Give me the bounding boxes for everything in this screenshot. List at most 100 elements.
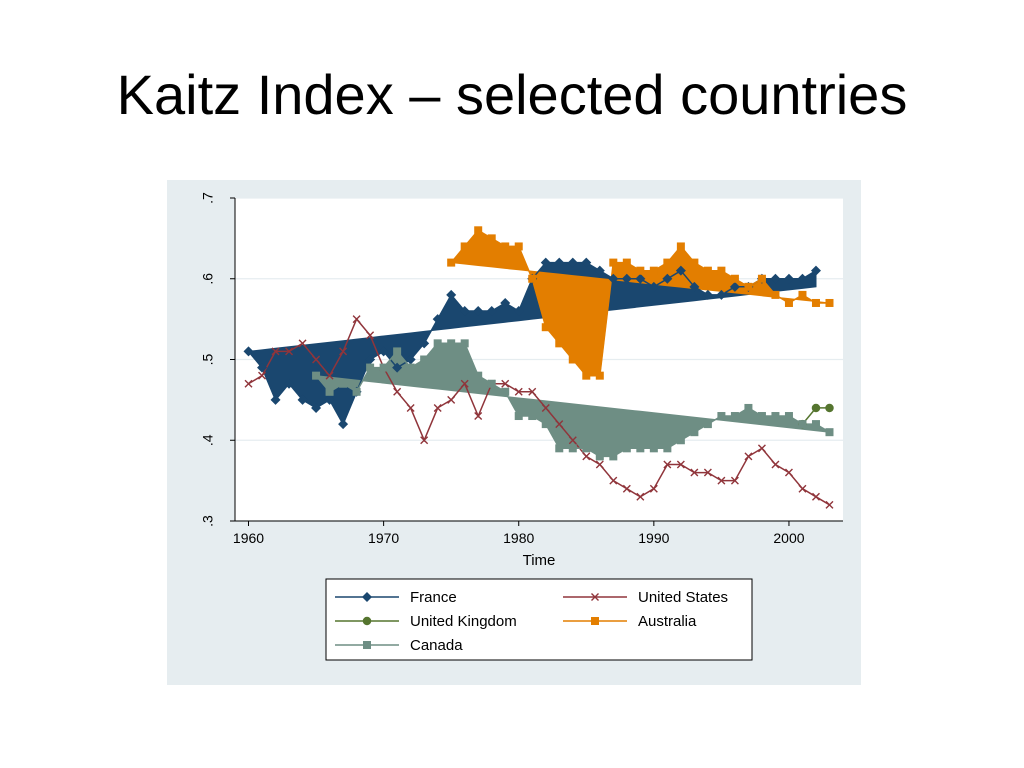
- data-point-canada: [622, 444, 631, 453]
- data-point-canada: [636, 444, 645, 453]
- legend-label-australia: Australia: [638, 613, 697, 630]
- data-point-canada: [757, 412, 766, 421]
- data-point-australia: [636, 266, 645, 275]
- data-point-france: [486, 306, 497, 317]
- data-point-australia: [703, 266, 712, 275]
- data-point-united-states: [541, 403, 550, 412]
- data-point-united-states: [447, 395, 456, 404]
- data-point-australia: [474, 226, 483, 235]
- data-point-australia: [676, 242, 685, 251]
- data-point-canada: [528, 412, 537, 421]
- data-point-france: [405, 354, 416, 365]
- data-point-united-states: [730, 476, 739, 485]
- legend-marker-australia: [591, 617, 599, 625]
- data-point-united-states: [366, 331, 375, 340]
- data-point-australia: [811, 298, 820, 307]
- data-point-united-states: [420, 436, 429, 445]
- legend-label-canada: Canada: [410, 637, 463, 654]
- data-point-united-states: [798, 484, 807, 493]
- data-point-australia: [744, 282, 753, 291]
- data-point-united-states: [393, 387, 402, 396]
- legend-marker-france: [362, 592, 372, 602]
- data-point-united-states: [744, 452, 753, 461]
- data-point-canada: [312, 371, 321, 380]
- y-tick-label: .5: [200, 353, 216, 365]
- data-point-canada: [514, 412, 523, 421]
- legend-marker-canada: [363, 641, 371, 649]
- data-point-united-states: [474, 412, 483, 421]
- x-tick-label: 2000: [773, 530, 804, 546]
- data-point-united-states: [244, 379, 253, 388]
- data-point-canada: [784, 412, 793, 421]
- data-point-canada: [501, 387, 510, 396]
- data-point-france: [432, 314, 443, 325]
- data-point-france: [689, 281, 700, 292]
- data-point-united-states: [460, 379, 469, 388]
- data-point-canada: [595, 452, 604, 461]
- legend: France United States United Kingdom Austral…: [325, 578, 753, 661]
- x-axis-title: Time: [523, 552, 556, 569]
- data-point-france: [554, 257, 565, 268]
- data-point-australia: [460, 242, 469, 251]
- data-point-united-states: [339, 347, 348, 356]
- series-markers: [243, 226, 834, 509]
- data-point-australia: [717, 266, 726, 275]
- data-point-australia: [825, 298, 834, 307]
- data-point-united-states: [555, 420, 564, 429]
- data-point-canada: [811, 420, 820, 429]
- data-point-united-states: [609, 476, 618, 485]
- data-point-france: [297, 394, 308, 405]
- legend-label-united-states: United States: [638, 589, 728, 606]
- data-point-united-states: [703, 468, 712, 477]
- data-point-united-states: [811, 492, 820, 501]
- data-point-france: [365, 354, 376, 365]
- data-point-canada: [487, 379, 496, 388]
- data-point-united-states: [757, 444, 766, 453]
- data-point-france: [648, 281, 659, 292]
- data-point-united-states: [717, 476, 726, 485]
- data-point-united-states: [649, 484, 658, 493]
- data-point-canada: [771, 412, 780, 421]
- x-tick-label: 1970: [368, 530, 399, 546]
- data-point-canada: [379, 363, 388, 372]
- data-point-australia: [568, 355, 577, 364]
- data-point-united-states: [406, 403, 415, 412]
- data-point-australia: [609, 258, 618, 267]
- data-point-united-states: [690, 468, 699, 477]
- data-point-united-states: [582, 452, 591, 461]
- data-point-canada: [744, 403, 753, 412]
- legend-marker-united-states: [591, 593, 599, 601]
- y-tick-label: .3: [200, 515, 216, 527]
- data-point-canada: [717, 412, 726, 421]
- data-point-australia: [514, 242, 523, 251]
- x-tick-label: 1990: [638, 530, 669, 546]
- data-point-france: [500, 297, 511, 308]
- data-point-france: [716, 289, 727, 300]
- data-point-united-states: [514, 387, 523, 396]
- data-point-australia: [784, 298, 793, 307]
- data-point-france: [270, 394, 281, 405]
- data-point-united-kingdom: [825, 403, 834, 413]
- chart-svg: .3 .4 .5 .6 .7 1960 1970 1980 1990 2000 Time Fran…: [167, 180, 861, 685]
- data-point-united-states: [825, 500, 834, 509]
- data-point-france: [540, 257, 551, 268]
- data-point-united-states: [285, 347, 294, 356]
- data-point-canada: [433, 339, 442, 348]
- data-point-united-states: [636, 492, 645, 501]
- data-point-france: [729, 281, 740, 292]
- slide-title: Kaitz Index – selected countries: [116, 63, 908, 126]
- data-point-france: [675, 265, 686, 276]
- data-point-united-states: [568, 436, 577, 445]
- data-point-united-states: [312, 355, 321, 364]
- data-point-france: [608, 273, 619, 284]
- data-point-australia: [501, 242, 510, 251]
- data-point-france: [338, 419, 349, 430]
- data-point-canada: [663, 444, 672, 453]
- data-point-canada: [690, 428, 699, 437]
- data-point-france: [419, 338, 430, 349]
- data-point-australia: [528, 274, 537, 283]
- legend-label-france: France: [410, 589, 457, 606]
- data-point-canada: [366, 363, 375, 372]
- data-point-canada: [798, 420, 807, 429]
- data-point-france: [311, 402, 322, 413]
